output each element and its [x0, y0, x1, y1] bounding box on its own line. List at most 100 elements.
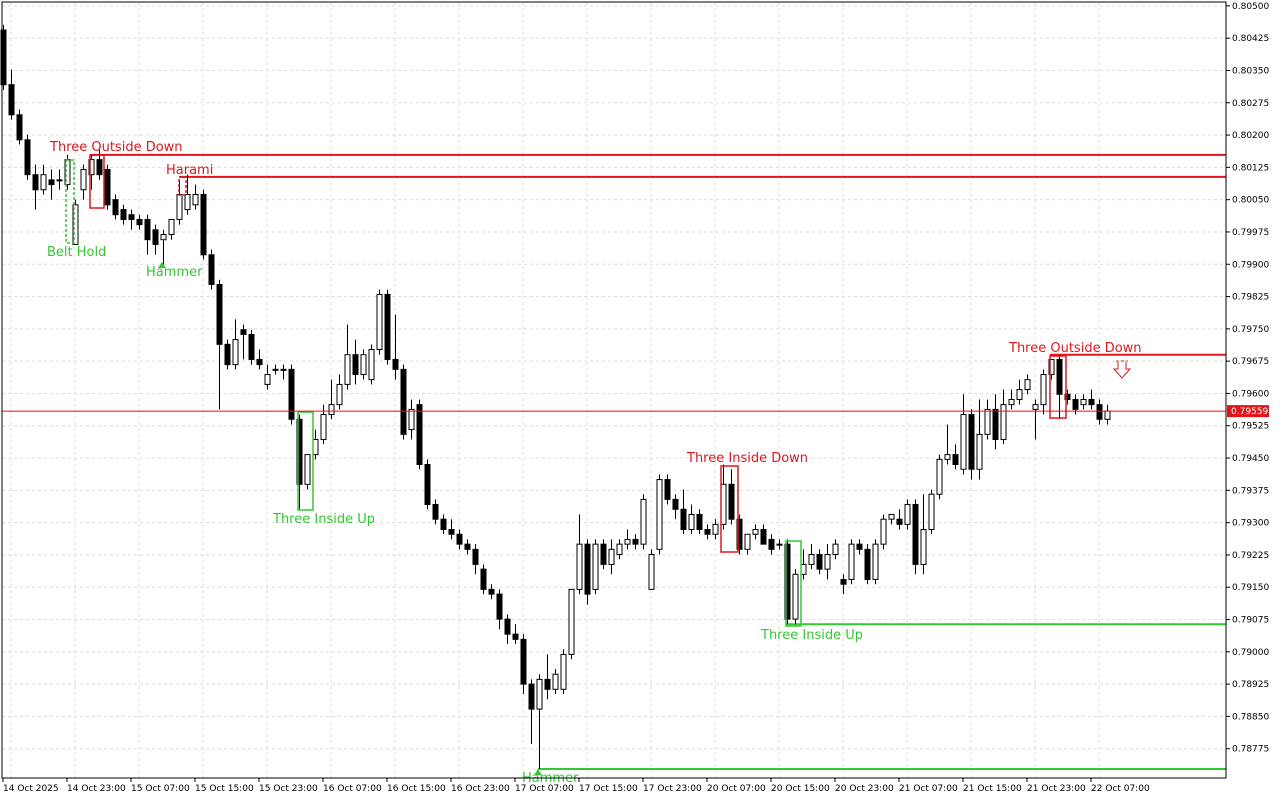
y-tick-label: 0.80500: [1232, 2, 1269, 12]
pattern-label: Three Inside Down: [686, 451, 808, 466]
candle-body: [232, 339, 239, 366]
candle-body: [1104, 410, 1111, 420]
candle-body: [912, 504, 919, 565]
candle-body: [416, 404, 423, 465]
candle-body: [648, 554, 655, 590]
candle-body: [376, 293, 383, 351]
x-tick-label: 16 Oct 15:00: [387, 784, 446, 794]
pattern-arrow: [534, 769, 542, 775]
candle-body: [72, 204, 79, 245]
candle-body: [320, 414, 327, 441]
candle-body: [656, 479, 663, 550]
y-tick-label: 0.79300: [1232, 519, 1269, 529]
candle-body: [624, 538, 631, 545]
y-tick-label: 0.79825: [1232, 293, 1269, 303]
candle-body: [136, 218, 143, 226]
candle-body: [1008, 398, 1015, 406]
y-tick-label: 0.79675: [1232, 357, 1269, 367]
candle-body: [224, 343, 231, 366]
x-tick-label: 22 Oct 07:00: [1091, 784, 1150, 794]
candle-body: [632, 538, 639, 545]
candle-body: [576, 543, 583, 590]
pattern-box: [65, 159, 75, 244]
candle-body: [504, 618, 511, 635]
candle-body: [928, 493, 935, 531]
x-tick-label: 15 Oct 07:00: [131, 784, 190, 794]
pattern-arrow: [158, 262, 166, 268]
candle-body: [1024, 379, 1031, 391]
y-tick-label: 0.78925: [1232, 680, 1269, 690]
candle-body: [920, 529, 927, 565]
y-tick-label: 0.79750: [1232, 325, 1269, 335]
candle-body: [904, 504, 911, 525]
candle-body: [856, 543, 863, 550]
candle-body: [832, 543, 839, 556]
y-tick-label: 0.79900: [1232, 260, 1269, 270]
candle-body: [976, 433, 983, 470]
y-tick-label: 0.80050: [1232, 196, 1269, 206]
candle-body: [216, 283, 223, 345]
pattern-label: Harami: [166, 163, 213, 178]
candle-body: [272, 368, 279, 371]
pattern-label: Three Outside Down: [49, 140, 183, 155]
candle-body: [448, 529, 455, 535]
candle-body: [152, 229, 159, 245]
candle-body: [440, 518, 447, 531]
candle-body: [112, 199, 119, 216]
pattern-label: Hammer: [146, 265, 203, 280]
pattern-box: [720, 465, 739, 553]
candle-body: [40, 174, 47, 191]
x-tick-label: 16 Oct 07:00: [323, 784, 382, 794]
candle-body: [968, 414, 975, 470]
candle-body: [888, 513, 895, 520]
y-tick-label: 0.79150: [1232, 583, 1269, 593]
candle-body: [160, 234, 167, 241]
y-tick-label: 0.79600: [1232, 389, 1269, 399]
candle-body: [792, 573, 799, 620]
candle-body: [472, 548, 479, 565]
candle-body: [536, 678, 543, 710]
candle-body: [208, 254, 215, 285]
candle-body: [816, 554, 823, 570]
candle-body: [528, 683, 535, 710]
x-tick-label: 16 Oct 23:00: [451, 784, 510, 794]
candle-body: [24, 139, 31, 176]
plot-frame: [1, 1, 1227, 779]
y-tick-label: 0.78850: [1232, 712, 1269, 722]
candle-body: [696, 513, 703, 531]
candle-body: [992, 408, 999, 441]
candle-body: [1080, 398, 1087, 406]
x-tick-label: 21 Oct 15:00: [963, 784, 1022, 794]
candle-body: [824, 554, 831, 570]
candle-body: [360, 354, 367, 375]
candle-body: [1032, 404, 1039, 410]
candle-body: [296, 418, 303, 485]
candle-body: [400, 368, 407, 435]
candle-body: [640, 498, 647, 545]
candle-body: [392, 358, 399, 370]
candle-body: [304, 454, 311, 485]
candle-body: [1064, 393, 1071, 400]
candle-body: [256, 358, 263, 366]
candle-body: [352, 354, 359, 375]
candle-body: [424, 463, 431, 506]
candle-body: [808, 554, 815, 565]
pattern-label: Three Outside Down: [1008, 341, 1142, 356]
candle-body: [1072, 398, 1079, 410]
candle-body: [704, 529, 711, 535]
candle-body: [672, 498, 679, 510]
candle-body: [712, 523, 719, 535]
candle-body: [328, 404, 335, 416]
y-tick-label: 0.80275: [1232, 99, 1269, 109]
pattern-box: [785, 540, 802, 627]
y-tick-label: 0.80125: [1232, 163, 1269, 173]
candle-body: [1096, 404, 1103, 420]
candle-body: [408, 408, 415, 431]
candle-body: [768, 538, 775, 550]
candle-body: [192, 193, 199, 206]
candle-body: [288, 368, 295, 420]
candle-body: [680, 508, 687, 531]
pattern-box: [1049, 355, 1067, 419]
candle-body: [0, 29, 7, 86]
pattern-box: [297, 411, 314, 511]
